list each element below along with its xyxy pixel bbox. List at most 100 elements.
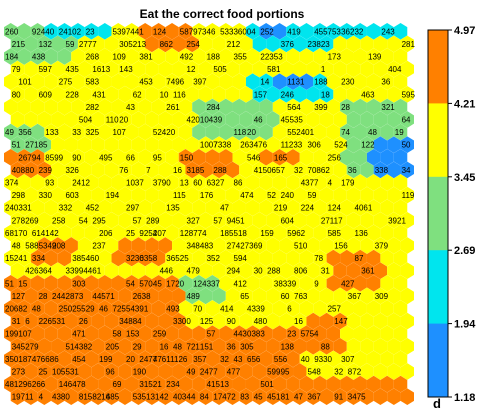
cell-label: 297 [126, 204, 140, 213]
heatmap-cell [104, 35, 119, 53]
heatmap-cell [198, 312, 213, 330]
heatmap-cell [198, 363, 213, 380]
heatmap-cell [232, 249, 246, 267]
cell-label: 348 [187, 242, 201, 251]
cell-label: 294 [227, 267, 241, 276]
cell-label: 107 [113, 128, 127, 137]
heatmap-cell [245, 73, 260, 91]
cell-label: 51 [12, 141, 21, 150]
cell-label: 10 [160, 90, 169, 99]
heatmap-cell [279, 262, 294, 280]
cell-label: 118 [234, 128, 247, 137]
cell-label: 52 [267, 191, 276, 200]
cell-label: 254 [187, 40, 201, 49]
cell-label: 583 [86, 78, 100, 87]
heatmap-cell [10, 35, 25, 53]
hex-grid [4, 22, 414, 406]
heatmap-cell [30, 22, 45, 40]
heatmap-cell [366, 48, 381, 65]
cell-label: 681 [5, 229, 19, 238]
cell-label: 426 [25, 267, 39, 276]
heatmap-cell [98, 98, 112, 116]
heatmap-cell [259, 375, 273, 393]
heatmap-cell [293, 161, 307, 179]
heatmap-cell [353, 325, 367, 343]
cell-label: 288 [267, 267, 281, 276]
heatmap-cell [24, 60, 38, 78]
cell-label: 685 [106, 393, 120, 402]
heatmap-cell [326, 174, 341, 191]
heatmap-cell [84, 325, 99, 343]
heatmap-cell [10, 237, 25, 254]
heatmap-cell [360, 111, 374, 128]
cell-label: 463 [361, 90, 375, 99]
heatmap-cell [205, 73, 220, 91]
cell-label: 60 [193, 179, 202, 188]
heatmap-cell [192, 148, 206, 166]
heatmap-cell [77, 35, 92, 53]
heatmap-cell [313, 48, 327, 65]
heatmap-cell [393, 73, 408, 91]
heatmap-cell [172, 388, 186, 406]
colorbar-band [428, 250, 448, 325]
heatmap-cell [71, 98, 85, 116]
heatmap-cell [380, 98, 394, 116]
cell-label: 595 [402, 90, 416, 99]
cell-label: 36 [227, 342, 236, 351]
heatmap-cell [178, 350, 193, 368]
heatmap-cell [17, 249, 31, 267]
heatmap-cell [185, 186, 199, 204]
cell-label: 45 [153, 279, 162, 288]
colorbar-band [428, 30, 448, 104]
heatmap-cell [124, 350, 139, 368]
cell-label: 374 [5, 179, 19, 188]
heatmap-cell [4, 300, 18, 317]
heatmap-cell [4, 274, 18, 292]
cell-label: 4 [328, 179, 333, 188]
cell-label: 446 [160, 267, 174, 276]
cell-label: 165 [274, 153, 288, 162]
heatmap-cell [37, 388, 52, 406]
heatmap-cell [252, 211, 267, 229]
cell-label: 404 [388, 65, 402, 74]
heatmap-cell [98, 73, 112, 91]
cell-label: 78 [314, 254, 323, 263]
cell-label: 190 [133, 368, 147, 377]
heatmap-cell [71, 350, 85, 368]
heatmap-cell [245, 174, 260, 191]
cell-label: 5962 [287, 229, 305, 238]
cell-label: 309 [375, 292, 389, 301]
heatmap-cell [145, 237, 159, 254]
heatmap-cell [44, 123, 58, 141]
heatmap-cell [387, 161, 401, 179]
heatmap-cell [219, 73, 233, 91]
heatmap-cell [272, 375, 287, 393]
heatmap-cell [313, 274, 327, 292]
colorbar-tick-label: 3.45 [454, 172, 475, 184]
heatmap-cell [319, 85, 334, 103]
heatmap-cell [64, 111, 78, 128]
cell-label: 6 [287, 305, 292, 314]
cell-label: 124 [193, 279, 207, 288]
cell-label: 142 [45, 229, 59, 238]
heatmap-cell [346, 388, 361, 406]
heatmap-cell [71, 123, 85, 141]
heatmap-cell [118, 388, 132, 406]
heatmap-cell [57, 174, 72, 191]
heatmap-cell [30, 174, 45, 191]
heatmap-cell [64, 363, 78, 380]
heatmap-cell [10, 85, 25, 103]
cell-label: 476 [153, 355, 167, 364]
cell-label: 80 [12, 90, 21, 99]
heatmap-cell [366, 300, 381, 317]
cell-label: 268 [86, 53, 100, 62]
heatmap-cell [380, 48, 394, 65]
heatmap-cell [151, 375, 166, 393]
heatmap-cell [400, 35, 414, 53]
cell-label: 326 [66, 166, 80, 175]
cell-label: 34 [402, 166, 411, 175]
heatmap-cell [346, 161, 361, 179]
heatmap-cell [131, 262, 146, 280]
heatmap-cell [24, 337, 38, 355]
